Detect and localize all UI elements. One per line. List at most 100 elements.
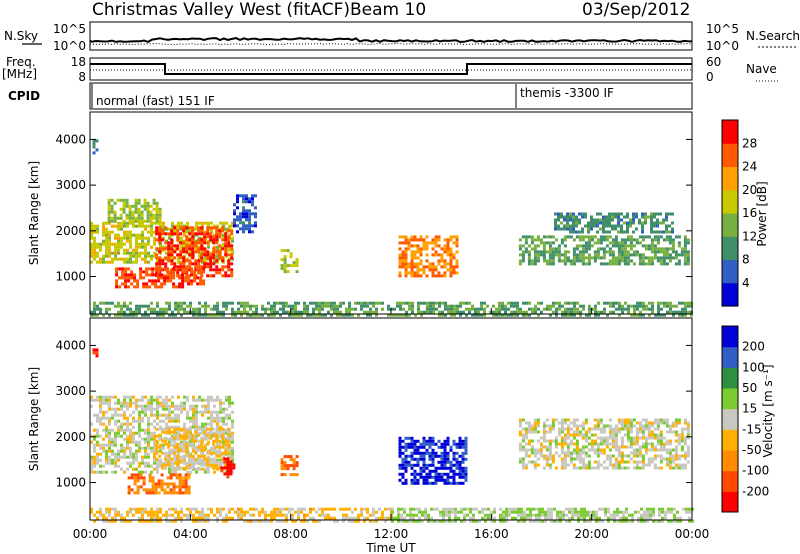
power-colorbar-tick-4: 20 bbox=[742, 183, 757, 197]
velocity-colorbar-tick-0: -200 bbox=[742, 484, 769, 498]
velocity-region-4 bbox=[92, 348, 99, 358]
nsearch-series bbox=[89, 42, 693, 46]
power-colorbar-swatch-5 bbox=[722, 166, 738, 191]
power-colorbar-label: Power [dB] bbox=[755, 181, 769, 246]
velocity-ytick-0: 1000 bbox=[55, 476, 86, 490]
power-region-7 bbox=[398, 235, 459, 278]
beam-label: Beam 10 bbox=[350, 0, 426, 20]
time-tick-5: 20:00 bbox=[574, 527, 609, 541]
freq-label-line1: Freq. bbox=[6, 55, 36, 69]
time-tick-1: 04:00 bbox=[173, 527, 208, 541]
nsky-series bbox=[89, 37, 693, 43]
noise-right-tick-top: 10^5 bbox=[706, 22, 739, 36]
cpid-normal-label: normal (fast) 151 IF bbox=[96, 94, 215, 108]
power-colorbar-swatch-0 bbox=[722, 282, 738, 307]
velocity-colorbar-tick-7: 200 bbox=[742, 340, 765, 354]
power-region-1 bbox=[107, 198, 162, 223]
freq-label-line2: [MHz] bbox=[2, 67, 37, 81]
power-colorbar-swatch-3 bbox=[722, 213, 738, 237]
power-ylabel: Slant Range [km] bbox=[27, 161, 41, 265]
velocity-region-6 bbox=[398, 436, 468, 485]
velocity-region-2 bbox=[127, 473, 191, 495]
power-colorbar-tick-3: 16 bbox=[742, 206, 757, 220]
power-colorbar-swatch-4 bbox=[722, 189, 738, 214]
velocity-colorbar-tick-1: -100 bbox=[742, 464, 769, 478]
velocity-heatmap bbox=[90, 348, 694, 523]
power-colorbar: 4 8 12 16 20 24 28 bbox=[721, 119, 757, 307]
velocity-colorbar-swatch-3 bbox=[722, 429, 738, 451]
time-tick-3: 12:00 bbox=[374, 527, 409, 541]
time-tick-2: 08:00 bbox=[273, 527, 308, 541]
velocity-colorbar-swatch-1 bbox=[722, 470, 738, 492]
freq-right-tick-top: 60 bbox=[706, 55, 721, 69]
velocity-ytick-1: 2000 bbox=[55, 430, 86, 444]
power-colorbar-swatch-7 bbox=[722, 120, 738, 144]
nsky-label: N.Sky bbox=[4, 29, 38, 43]
nave-label: Nave bbox=[746, 62, 777, 76]
velocity-region-9 bbox=[391, 507, 694, 523]
freq-right-tick-bottom: 0 bbox=[706, 70, 714, 84]
noise-left-tick-top: 10^5 bbox=[53, 22, 86, 36]
velocity-ytick-3: 4000 bbox=[55, 338, 86, 352]
power-region-5 bbox=[92, 139, 99, 155]
velocity-colorbar-tick-6: 100 bbox=[742, 360, 765, 374]
power-colorbar-tick-6: 28 bbox=[742, 136, 757, 150]
time-tick-4: 16:00 bbox=[474, 527, 509, 541]
frequency-series bbox=[90, 63, 692, 75]
power-region-3 bbox=[115, 267, 206, 289]
power-region-9 bbox=[554, 212, 674, 234]
cpid-themis-label: themis -3300 IF bbox=[520, 86, 614, 100]
power-colorbar-tick-2: 12 bbox=[742, 229, 757, 243]
power-region-4 bbox=[233, 194, 257, 234]
power-region-10 bbox=[90, 301, 693, 317]
velocity-colorbar: -200 -100 -50 -15 15 50 100 200 bbox=[721, 325, 769, 513]
velocity-colorbar-swatch-7 bbox=[722, 346, 738, 368]
freq-left-tick-bottom: 8 bbox=[78, 70, 86, 84]
velocity-colorbar-tick-4: 15 bbox=[742, 402, 757, 416]
power-region-8 bbox=[518, 235, 690, 266]
cpid-label: CPID bbox=[8, 89, 40, 103]
velocity-colorbar-swatch-4 bbox=[722, 408, 738, 430]
velocity-colorbar-swatch-8 bbox=[722, 326, 738, 348]
velocity-region-3 bbox=[220, 457, 236, 479]
power-colorbar-swatch-6 bbox=[722, 143, 738, 168]
velocity-colorbar-swatch-2 bbox=[722, 450, 738, 472]
power-colorbar-tick-5: 24 bbox=[742, 160, 757, 174]
velocity-colorbar-tick-5: 50 bbox=[742, 381, 757, 395]
velocity-colorbar-tick-3: -15 bbox=[742, 422, 762, 436]
power-region-6 bbox=[280, 249, 299, 274]
power-ytick-1: 2000 bbox=[55, 224, 86, 238]
power-colorbar-tick-1: 8 bbox=[742, 253, 750, 267]
freq-left-tick-top: 18 bbox=[71, 55, 86, 69]
power-ytick-3: 4000 bbox=[55, 132, 86, 146]
station-title: Christmas Valley West (fitACF) bbox=[92, 0, 350, 20]
velocity-colorbar-swatch-6 bbox=[722, 367, 738, 389]
power-colorbar-tick-0: 4 bbox=[742, 276, 750, 290]
time-axis-label: Time UT bbox=[365, 541, 416, 554]
velocity-region-7 bbox=[518, 418, 690, 470]
noise-panel-frame bbox=[89, 21, 693, 51]
velocity-colorbar-swatch-5 bbox=[722, 388, 738, 410]
freq-panel-frame bbox=[89, 57, 693, 81]
velocity-ytick-2: 3000 bbox=[55, 384, 86, 398]
noise-right-tick-bottom: 10^0 bbox=[706, 39, 739, 53]
power-colorbar-swatch-1 bbox=[722, 259, 738, 284]
velocity-region-5 bbox=[280, 455, 299, 477]
power-heatmap bbox=[90, 139, 693, 317]
time-axis: 00:00 04:00 08:00 12:00 16:00 20:00 00:00 bbox=[73, 308, 710, 541]
time-tick-0: 00:00 bbox=[73, 527, 108, 541]
cpid-panel-frame bbox=[89, 82, 693, 110]
nsearch-label: N.Search bbox=[746, 29, 800, 43]
power-range-ticks: 1000 2000 3000 4000 bbox=[55, 132, 692, 284]
time-tick-6: 00:00 bbox=[675, 527, 710, 541]
velocity-colorbar-swatch-0 bbox=[722, 491, 738, 513]
velocity-colorbar-tick-2: -50 bbox=[742, 443, 762, 457]
velocity-range-ticks: 1000 2000 3000 4000 bbox=[55, 338, 692, 490]
power-ytick-2: 3000 bbox=[55, 178, 86, 192]
velocity-colorbar-label: Velocity [m s⁻¹] bbox=[761, 364, 775, 457]
power-colorbar-swatch-2 bbox=[722, 236, 738, 261]
velocity-ylabel: Slant Range [km] bbox=[27, 367, 41, 471]
noise-left-tick-bottom: 10^0 bbox=[53, 39, 86, 53]
date-label: 03/Sep/2012 bbox=[582, 0, 690, 20]
